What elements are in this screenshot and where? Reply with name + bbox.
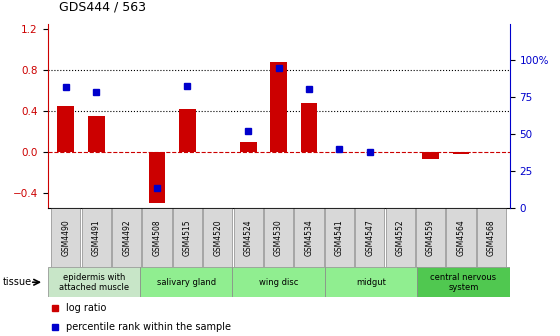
Bar	[82, 208, 111, 267]
Bar	[173, 208, 202, 267]
Bar	[203, 208, 232, 267]
Text: GSM4541: GSM4541	[335, 219, 344, 256]
Bar	[58, 106, 74, 152]
Bar	[325, 208, 354, 267]
Text: GSM4564: GSM4564	[456, 219, 465, 256]
Text: GSM4520: GSM4520	[213, 219, 222, 256]
Text: tissue: tissue	[3, 277, 32, 287]
Bar	[416, 208, 445, 267]
Text: midgut: midgut	[356, 278, 386, 287]
Bar	[325, 267, 417, 297]
Text: percentile rank within the sample: percentile rank within the sample	[66, 322, 231, 332]
Text: GSM4547: GSM4547	[365, 219, 374, 256]
Bar	[140, 267, 232, 297]
Bar	[48, 267, 140, 297]
Text: GSM4559: GSM4559	[426, 219, 435, 256]
Bar	[301, 102, 318, 152]
Text: salivary gland: salivary gland	[157, 278, 216, 287]
Text: epidermis with
attached muscle: epidermis with attached muscle	[59, 272, 129, 292]
Text: GSM4530: GSM4530	[274, 219, 283, 256]
Bar	[477, 208, 506, 267]
Text: GSM4492: GSM4492	[122, 219, 131, 256]
Bar	[148, 152, 165, 203]
Bar	[112, 208, 141, 267]
Bar	[452, 152, 469, 154]
Bar	[232, 267, 325, 297]
Text: GSM4515: GSM4515	[183, 219, 192, 256]
Text: GSM4490: GSM4490	[62, 219, 71, 256]
Bar	[52, 208, 81, 267]
Bar	[179, 109, 196, 152]
Text: GSM4552: GSM4552	[396, 219, 405, 256]
Text: GSM4524: GSM4524	[244, 219, 253, 256]
Bar	[386, 208, 415, 267]
Bar	[264, 208, 293, 267]
Bar	[446, 208, 475, 267]
Bar	[295, 208, 324, 267]
Text: GSM4534: GSM4534	[305, 219, 314, 256]
Text: GSM4508: GSM4508	[152, 219, 161, 256]
Text: GDS444 / 563: GDS444 / 563	[59, 0, 146, 13]
Bar	[355, 208, 384, 267]
Text: wing disc: wing disc	[259, 278, 298, 287]
Bar	[417, 267, 510, 297]
Text: log ratio: log ratio	[66, 303, 106, 313]
Bar	[422, 152, 439, 159]
Bar	[240, 141, 256, 152]
Bar	[142, 208, 171, 267]
Text: central nervous
system: central nervous system	[430, 272, 497, 292]
Bar	[270, 61, 287, 152]
Text: GSM4491: GSM4491	[92, 219, 101, 256]
Bar	[234, 208, 263, 267]
Bar	[88, 116, 105, 152]
Text: GSM4568: GSM4568	[487, 219, 496, 256]
